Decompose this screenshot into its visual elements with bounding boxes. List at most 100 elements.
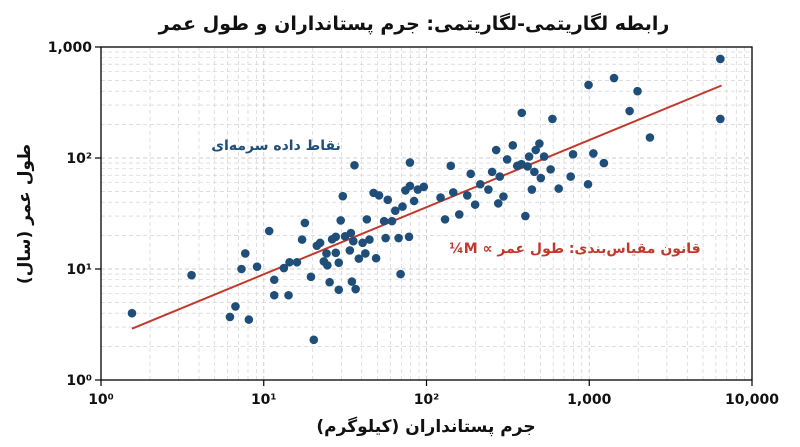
data-point: [546, 165, 555, 174]
data-point: [404, 232, 414, 242]
data-point: [405, 158, 415, 167]
y-tick-label: 1,000: [48, 40, 93, 56]
data-point: [231, 302, 240, 311]
data-point: [487, 167, 497, 177]
x-tick-label: 10¹: [251, 392, 277, 408]
data-point: [462, 191, 472, 200]
data-point: [285, 257, 294, 267]
data-point: [493, 199, 503, 208]
data-point: [531, 145, 541, 155]
data-point: [517, 108, 527, 118]
data-point: [269, 275, 279, 285]
data-point: [322, 249, 331, 258]
x-axis-ticks: 10⁰ 10¹ 10² 1,000 10,000: [88, 380, 779, 408]
data-point: [470, 200, 480, 209]
data-point: [374, 191, 384, 200]
data-point: [583, 179, 593, 189]
data-point: [436, 193, 445, 202]
data-point: [362, 215, 372, 224]
data-point: [351, 284, 360, 294]
data-point: [306, 272, 316, 282]
data-point: [625, 106, 634, 116]
data-point: [475, 179, 485, 189]
x-tick-label: 10⁰: [88, 392, 114, 408]
data-point: [502, 155, 512, 164]
data-point: [716, 54, 725, 64]
data-point: [381, 233, 390, 243]
points-annotation: نقاط داده سرمه‌ای: [211, 138, 341, 154]
data-point: [331, 232, 341, 242]
data-point: [323, 260, 332, 270]
data-point: [300, 218, 310, 228]
data-point: [589, 149, 598, 158]
data-point: [390, 206, 400, 216]
data-point: [264, 226, 274, 236]
data-point: [536, 173, 546, 183]
grid: [101, 47, 752, 380]
data-point: [309, 335, 319, 345]
data-point: [383, 195, 393, 205]
x-axis-label: جرم پستانداران (کیلوگرم): [316, 416, 535, 437]
data-point: [187, 270, 196, 280]
data-point: [633, 86, 642, 96]
fit-annotation: قانون مقیاس‌بندی: طول عمر ∝ M¼: [449, 241, 700, 257]
data-point: [523, 162, 532, 171]
data-point: [409, 196, 419, 206]
data-point: [566, 172, 575, 181]
data-point: [521, 211, 530, 221]
data-point: [484, 185, 493, 194]
data-point: [347, 277, 357, 286]
data-point: [284, 290, 293, 300]
chart-title: رابطه لگاریتمی-لگاریتمی: جرم پستانداران …: [158, 12, 670, 35]
data-point: [405, 181, 415, 191]
y-axis-label: طول عمر (سال): [15, 144, 35, 284]
data-point: [338, 191, 348, 201]
data-point: [297, 235, 307, 244]
y-axis-ticks: 10⁰ 10¹ 10² 1,000: [48, 40, 101, 389]
data-point: [609, 73, 619, 83]
data-point: [491, 145, 501, 155]
data-point: [237, 264, 246, 274]
data-point: [499, 192, 508, 201]
data-point: [350, 160, 359, 170]
data-point: [535, 139, 544, 148]
data-point: [508, 141, 518, 150]
data-point: [127, 308, 137, 318]
data-point: [334, 258, 344, 267]
data-point: [539, 152, 549, 161]
data-point: [292, 257, 302, 267]
data-point: [379, 216, 389, 226]
data-point: [398, 202, 407, 211]
data-point: [387, 216, 397, 226]
x-tick-label: 1,000: [567, 392, 612, 408]
x-tick-label: 10²: [414, 392, 440, 408]
data-point: [225, 312, 235, 322]
data-point: [454, 210, 464, 219]
data-point: [244, 315, 254, 324]
data-points: [127, 54, 725, 345]
data-point: [568, 149, 578, 159]
data-point: [358, 238, 367, 248]
y-tick-label: 10¹: [66, 262, 92, 278]
data-point: [348, 236, 358, 246]
data-point: [336, 216, 345, 225]
data-point: [645, 133, 655, 142]
data-point: [346, 228, 356, 238]
data-point: [495, 172, 505, 181]
y-tick-label: 10²: [66, 151, 92, 167]
data-point: [440, 215, 450, 224]
data-point: [448, 188, 458, 197]
data-point: [394, 233, 403, 243]
data-point: [524, 152, 534, 161]
data-point: [331, 248, 341, 258]
data-point: [354, 254, 364, 263]
fit-line: [131, 84, 722, 330]
data-point: [599, 158, 609, 168]
data-point: [279, 263, 289, 273]
data-point: [716, 114, 725, 124]
data-point: [240, 249, 250, 258]
x-tick-label: 10,000: [725, 392, 779, 408]
data-point: [584, 80, 593, 90]
data-point: [365, 235, 374, 244]
